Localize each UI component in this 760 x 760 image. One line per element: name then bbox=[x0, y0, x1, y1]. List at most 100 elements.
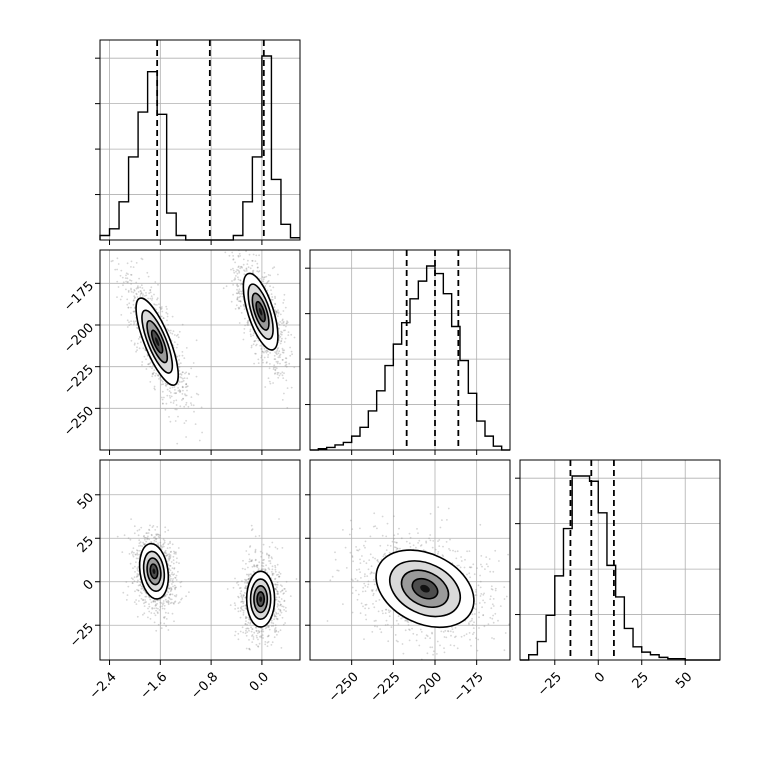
sample-point bbox=[359, 562, 362, 564]
sample-point bbox=[155, 604, 158, 607]
sample-point bbox=[127, 291, 130, 293]
sample-point bbox=[136, 529, 139, 532]
sample-point bbox=[151, 299, 153, 301]
sample-point bbox=[369, 572, 372, 575]
sample-point bbox=[139, 541, 142, 543]
sample-point bbox=[475, 637, 477, 640]
sample-point bbox=[242, 605, 245, 607]
sample-point bbox=[192, 362, 195, 364]
sample-point bbox=[242, 631, 245, 634]
sample-point bbox=[158, 534, 161, 536]
sample-point bbox=[444, 629, 447, 632]
sample-point bbox=[279, 356, 281, 359]
sample-point bbox=[256, 566, 259, 569]
sample-point bbox=[169, 329, 172, 332]
sample-point bbox=[365, 603, 368, 606]
sample-point bbox=[132, 567, 134, 570]
x-tick-label-p0: −2.4 bbox=[87, 670, 120, 703]
sample-point bbox=[236, 297, 239, 300]
sample-point bbox=[245, 270, 248, 272]
sample-point bbox=[247, 578, 250, 580]
sample-point bbox=[157, 543, 159, 546]
sample-point bbox=[255, 626, 257, 629]
sample-point bbox=[147, 532, 150, 534]
sample-point bbox=[157, 533, 160, 536]
sample-point bbox=[242, 613, 245, 616]
sample-point bbox=[449, 538, 451, 541]
sample-point bbox=[276, 605, 279, 608]
sample-point bbox=[222, 287, 225, 290]
sample-point bbox=[441, 519, 443, 521]
sample-point bbox=[155, 533, 158, 536]
sample-point bbox=[132, 547, 135, 550]
sample-point bbox=[285, 325, 287, 328]
sample-point bbox=[169, 554, 172, 556]
sample-point bbox=[116, 257, 119, 260]
sample-point bbox=[249, 648, 251, 651]
sample-point bbox=[442, 545, 444, 548]
sample-point bbox=[181, 386, 184, 388]
y-tick-label-p2: 50 bbox=[75, 490, 97, 512]
sample-point bbox=[139, 584, 141, 587]
sample-point bbox=[277, 600, 280, 603]
sample-point bbox=[177, 547, 180, 549]
sample-point bbox=[159, 601, 162, 604]
sample-point bbox=[170, 550, 173, 553]
sample-point bbox=[239, 610, 242, 612]
sample-point bbox=[373, 572, 375, 574]
sample-point bbox=[241, 626, 244, 629]
sample-point bbox=[170, 598, 173, 601]
sample-point bbox=[165, 305, 168, 308]
sample-point bbox=[290, 333, 293, 336]
sample-point bbox=[242, 338, 245, 341]
sample-point bbox=[136, 296, 139, 298]
sample-point bbox=[179, 581, 182, 584]
sample-point bbox=[278, 350, 281, 353]
sample-point bbox=[512, 636, 514, 638]
sample-point bbox=[167, 324, 170, 326]
sample-point bbox=[168, 555, 171, 557]
sample-point bbox=[237, 266, 240, 268]
sample-point bbox=[282, 322, 285, 324]
sample-point bbox=[162, 544, 164, 546]
sample-point bbox=[247, 321, 250, 323]
sample-point bbox=[241, 598, 244, 601]
sample-point bbox=[245, 617, 247, 620]
sample-point bbox=[174, 576, 177, 579]
sample-point bbox=[385, 608, 388, 611]
sample-point bbox=[271, 557, 273, 560]
sample-point bbox=[405, 540, 408, 543]
sample-point bbox=[161, 398, 164, 401]
sample-point bbox=[285, 590, 287, 593]
sample-point bbox=[175, 408, 178, 411]
sample-point bbox=[492, 621, 495, 624]
sample-point bbox=[125, 274, 127, 277]
sample-point bbox=[178, 562, 180, 565]
sample-point bbox=[257, 270, 260, 273]
sample-point bbox=[257, 339, 260, 342]
sample-point bbox=[485, 563, 488, 565]
sample-point bbox=[375, 600, 377, 602]
sample-point bbox=[267, 280, 270, 282]
sample-point bbox=[286, 321, 289, 324]
sample-point bbox=[484, 568, 486, 570]
sample-point bbox=[164, 551, 167, 553]
sample-point bbox=[156, 612, 159, 615]
sample-point bbox=[372, 589, 374, 591]
sample-point bbox=[242, 263, 245, 266]
sample-point bbox=[273, 266, 276, 269]
sample-point bbox=[242, 246, 244, 248]
sample-point bbox=[239, 616, 242, 619]
sample-point bbox=[179, 405, 182, 408]
sample-point bbox=[271, 568, 274, 571]
sample-point bbox=[419, 628, 422, 631]
sample-point bbox=[477, 584, 480, 587]
sample-point bbox=[195, 392, 198, 395]
sample-point bbox=[279, 572, 282, 575]
sample-point bbox=[275, 617, 278, 620]
sample-point bbox=[194, 423, 197, 425]
sample-point bbox=[239, 606, 242, 609]
sample-point bbox=[371, 572, 373, 574]
sample-point bbox=[474, 613, 476, 615]
sample-point bbox=[261, 350, 264, 353]
